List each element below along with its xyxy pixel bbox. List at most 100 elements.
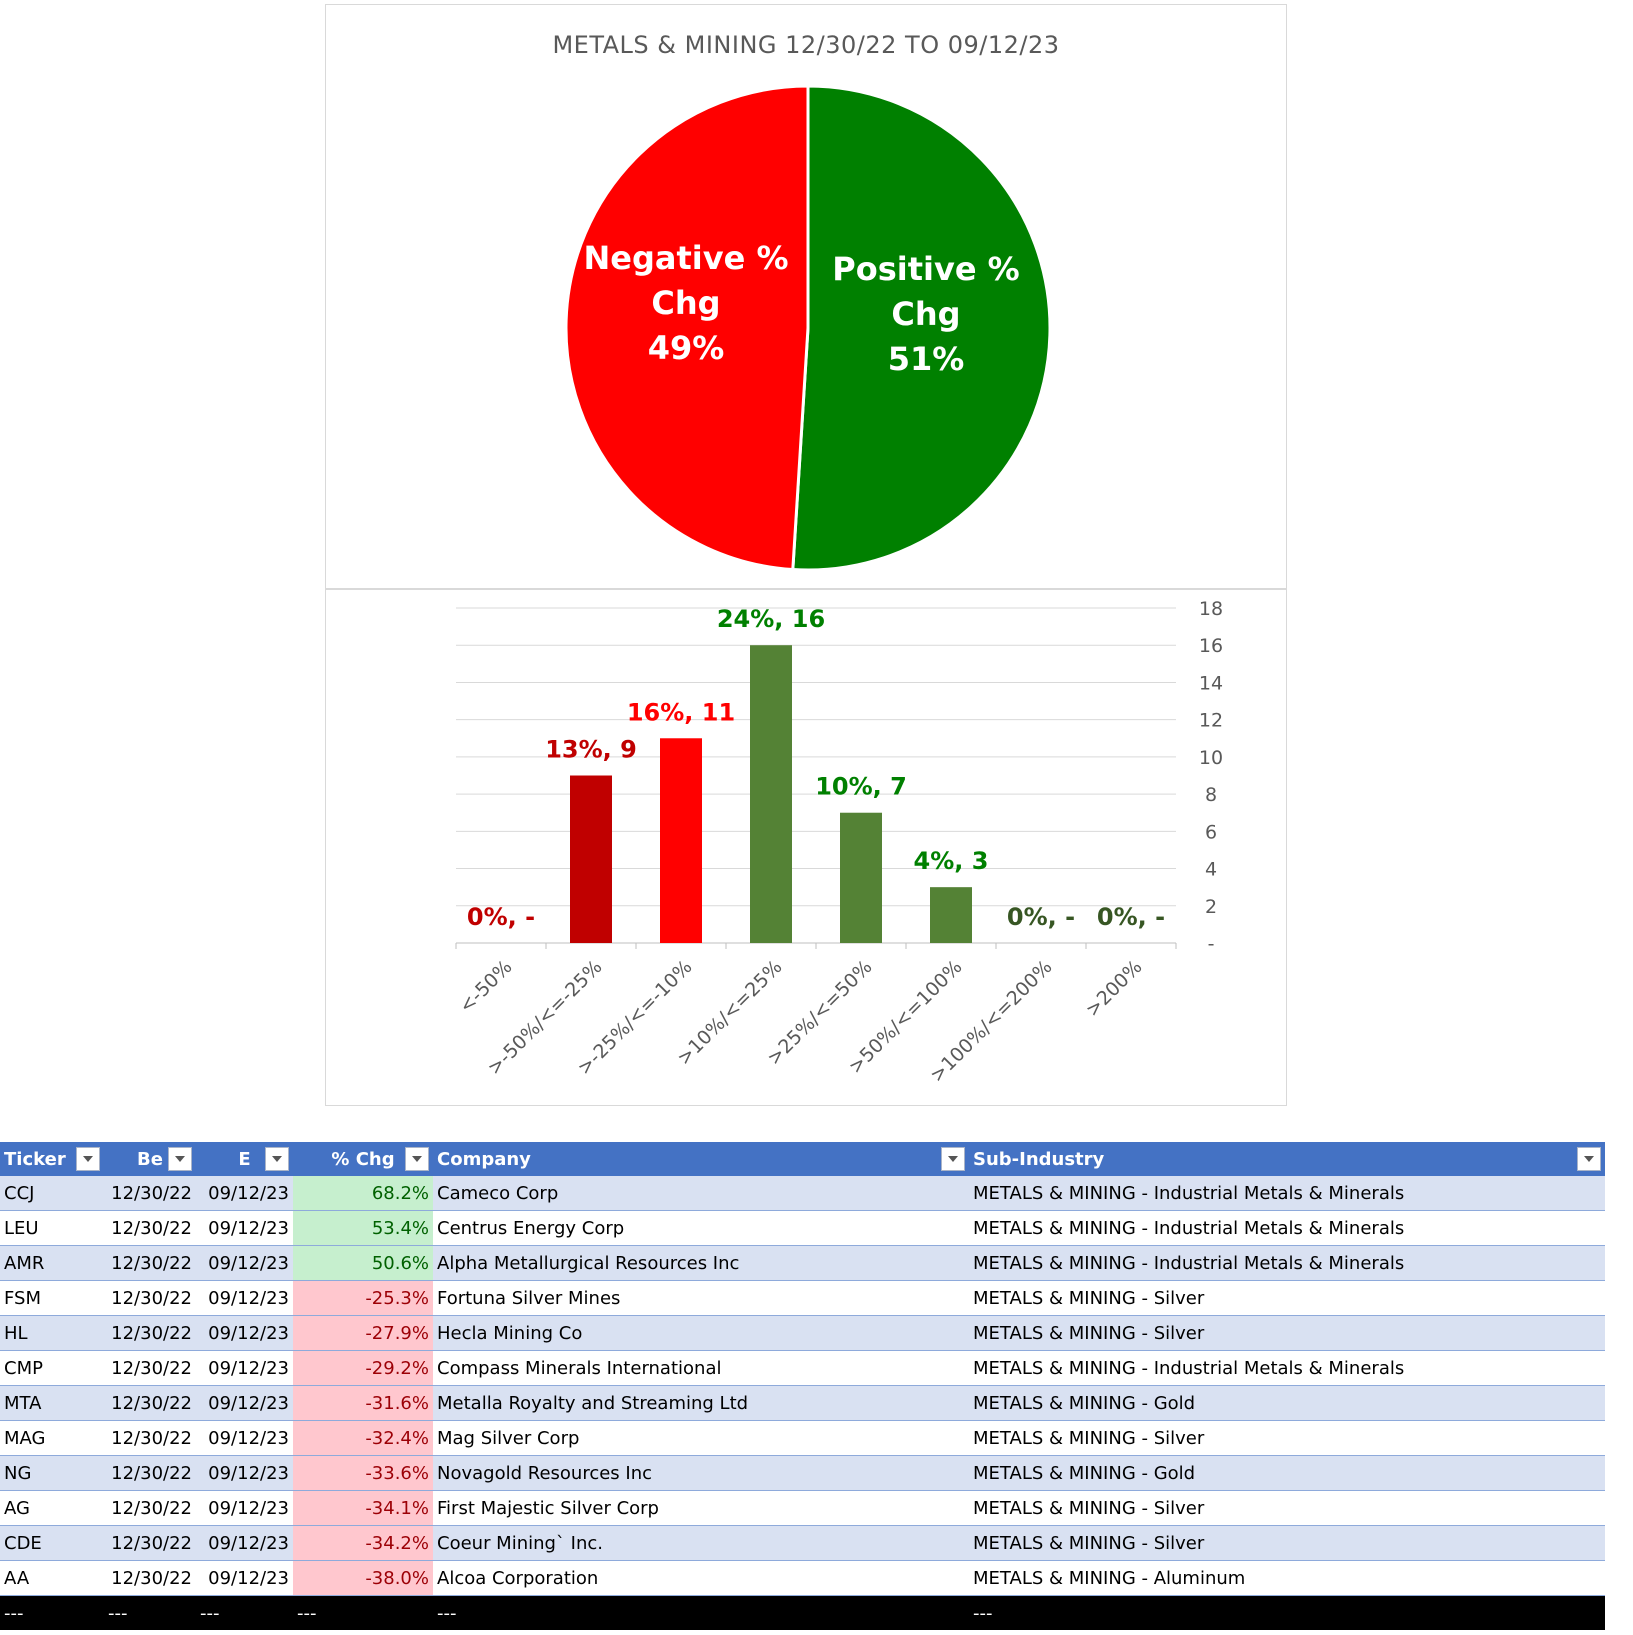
cell-pct-chg[interactable]: 68.2%	[293, 1176, 433, 1211]
table-row[interactable]: AMR 12/30/22 09/12/23 50.6% Alpha Metallurgi…	[0, 1245, 1605, 1281]
bar[interactable]	[570, 775, 612, 944]
cell-begin-date[interactable]: 12/30/22	[104, 1490, 196, 1526]
cell-begin-date[interactable]: 12/30/22	[104, 1350, 196, 1386]
cell-end-date[interactable]: 09/12/23	[196, 1315, 293, 1351]
table-row[interactable]: FSM 12/30/22 09/12/23 -25.3% Fortuna Silver …	[0, 1280, 1605, 1316]
cell-ticker[interactable]: NG	[0, 1455, 104, 1491]
cell-begin-date[interactable]: 12/30/22	[104, 1525, 196, 1561]
cell-sub-industry[interactable]: METALS & MINING - Silver	[969, 1280, 1605, 1316]
table-row[interactable]: MAG 12/30/22 09/12/23 -32.4% Mag Silver Corp…	[0, 1420, 1605, 1456]
cell-company[interactable]: Coeur Mining` Inc.	[433, 1525, 969, 1561]
pie-slice[interactable]	[791, 84, 1052, 572]
cell-sub-industry[interactable]: METALS & MINING - Silver	[969, 1490, 1605, 1526]
table-row[interactable]: HL 12/30/22 09/12/23 -27.9% Hecla Mining Co M…	[0, 1315, 1605, 1351]
total-cell[interactable]: ---	[293, 1595, 433, 1630]
cell-ticker[interactable]: CCJ	[0, 1176, 104, 1211]
cell-ticker[interactable]: AA	[0, 1560, 104, 1596]
cell-begin-date[interactable]: 12/30/22	[104, 1385, 196, 1421]
cell-company[interactable]: Alpha Metallurgical Resources Inc	[433, 1245, 969, 1281]
table-row[interactable]: CCJ 12/30/22 09/12/23 68.2% Cameco Corp METAL…	[0, 1176, 1605, 1211]
cell-pct-chg[interactable]: 53.4%	[293, 1210, 433, 1246]
cell-ticker[interactable]: CDE	[0, 1525, 104, 1561]
cell-pct-chg[interactable]: -33.6%	[293, 1455, 433, 1491]
table-row[interactable]: LEU 12/30/22 09/12/23 53.4% Centrus Energy C…	[0, 1210, 1605, 1246]
bar[interactable]	[930, 887, 972, 943]
bar[interactable]	[750, 645, 792, 943]
cell-pct-chg[interactable]: -38.0%	[293, 1560, 433, 1596]
table-row[interactable]: AG 12/30/22 09/12/23 -34.1% First Majestic S…	[0, 1490, 1605, 1526]
cell-sub-industry[interactable]: METALS & MINING - Silver	[969, 1420, 1605, 1456]
cell-ticker[interactable]: LEU	[0, 1210, 104, 1246]
cell-pct-chg[interactable]: -31.6%	[293, 1385, 433, 1421]
cell-end-date[interactable]: 09/12/23	[196, 1455, 293, 1491]
cell-sub-industry[interactable]: METALS & MINING - Industrial Metals & Mi…	[969, 1245, 1605, 1281]
cell-end-date[interactable]: 09/12/23	[196, 1385, 293, 1421]
cell-pct-chg[interactable]: -25.3%	[293, 1280, 433, 1316]
pie-chart-area[interactable]: METALS & MINING 12/30/22 TO 09/12/23 Pos…	[325, 4, 1287, 589]
total-cell[interactable]: ---	[433, 1595, 969, 1630]
header-company[interactable]: Company	[433, 1142, 969, 1176]
cell-ticker[interactable]: HL	[0, 1315, 104, 1351]
cell-company[interactable]: Novagold Resources Inc	[433, 1455, 969, 1491]
bar[interactable]	[840, 812, 882, 943]
cell-sub-industry[interactable]: METALS & MINING - Silver	[969, 1315, 1605, 1351]
filter-dropdown-icon[interactable]	[168, 1147, 192, 1171]
cell-company[interactable]: Cameco Corp	[433, 1176, 969, 1211]
filter-dropdown-icon[interactable]	[1577, 1147, 1601, 1171]
cell-end-date[interactable]: 09/12/23	[196, 1420, 293, 1456]
cell-end-date[interactable]: 09/12/23	[196, 1245, 293, 1281]
cell-end-date[interactable]: 09/12/23	[196, 1560, 293, 1596]
cell-pct-chg[interactable]: -34.2%	[293, 1525, 433, 1561]
cell-company[interactable]: Metalla Royalty and Streaming Ltd	[433, 1385, 969, 1421]
cell-sub-industry[interactable]: METALS & MINING - Aluminum	[969, 1560, 1605, 1596]
total-cell[interactable]: ---	[969, 1595, 1605, 1630]
total-cell[interactable]: ---	[196, 1595, 293, 1630]
cell-sub-industry[interactable]: METALS & MINING - Industrial Metals & Mi…	[969, 1176, 1605, 1211]
table-row[interactable]: CMP 12/30/22 09/12/23 -29.2% Compass Mineral…	[0, 1350, 1605, 1386]
cell-sub-industry[interactable]: METALS & MINING - Gold	[969, 1385, 1605, 1421]
cell-sub-industry[interactable]: METALS & MINING - Gold	[969, 1455, 1605, 1491]
filter-dropdown-icon[interactable]	[941, 1147, 965, 1171]
header-pct-chg[interactable]: % Chg	[293, 1142, 433, 1176]
cell-end-date[interactable]: 09/12/23	[196, 1350, 293, 1386]
cell-pct-chg[interactable]: -27.9%	[293, 1315, 433, 1351]
cell-sub-industry[interactable]: METALS & MINING - Silver	[969, 1525, 1605, 1561]
cell-begin-date[interactable]: 12/30/22	[104, 1560, 196, 1596]
cell-begin-date[interactable]: 12/30/22	[104, 1210, 196, 1246]
total-cell[interactable]: ---	[104, 1595, 196, 1630]
header-begin-date[interactable]: Be	[104, 1142, 196, 1176]
cell-end-date[interactable]: 09/12/23	[196, 1210, 293, 1246]
cell-begin-date[interactable]: 12/30/22	[104, 1315, 196, 1351]
cell-ticker[interactable]: CMP	[0, 1350, 104, 1386]
cell-ticker[interactable]: MAG	[0, 1420, 104, 1456]
header-ticker[interactable]: Ticker	[0, 1142, 104, 1176]
bar-chart-area[interactable]: -2 4 6 8 10 12 14 16 18 0%, - <-50% 13%, 9 >-50%/<=-…	[325, 589, 1287, 1106]
cell-end-date[interactable]: 09/12/23	[196, 1525, 293, 1561]
cell-pct-chg[interactable]: 50.6%	[293, 1245, 433, 1281]
cell-company[interactable]: First Majestic Silver Corp	[433, 1490, 969, 1526]
cell-pct-chg[interactable]: -29.2%	[293, 1350, 433, 1386]
cell-company[interactable]: Compass Minerals International	[433, 1350, 969, 1386]
cell-ticker[interactable]: AMR	[0, 1245, 104, 1281]
filter-dropdown-icon[interactable]	[76, 1147, 100, 1171]
header-sub-industry[interactable]: Sub-Industry	[969, 1142, 1605, 1176]
cell-sub-industry[interactable]: METALS & MINING - Industrial Metals & Mi…	[969, 1210, 1605, 1246]
cell-company[interactable]: Centrus Energy Corp	[433, 1210, 969, 1246]
header-end-date[interactable]: E	[196, 1142, 293, 1176]
bar[interactable]	[660, 738, 702, 943]
pie-slice[interactable]	[564, 84, 810, 572]
table-row[interactable]: AA 12/30/22 09/12/23 -38.0% Alcoa Corporatio…	[0, 1560, 1605, 1596]
filter-dropdown-icon[interactable]	[265, 1147, 289, 1171]
table-row[interactable]: NG 12/30/22 09/12/23 -33.6% Novagold Resourc…	[0, 1455, 1605, 1491]
total-cell[interactable]: ---	[0, 1595, 104, 1630]
cell-begin-date[interactable]: 12/30/22	[104, 1176, 196, 1211]
cell-ticker[interactable]: FSM	[0, 1280, 104, 1316]
cell-sub-industry[interactable]: METALS & MINING - Industrial Metals & Mi…	[969, 1350, 1605, 1386]
table-row[interactable]: MTA 12/30/22 09/12/23 -31.6% Metalla Royalty…	[0, 1385, 1605, 1421]
filter-dropdown-icon[interactable]	[405, 1147, 429, 1171]
cell-ticker[interactable]: AG	[0, 1490, 104, 1526]
table-total-row[interactable]: --- --- --- --- --- ---	[0, 1595, 1605, 1630]
cell-begin-date[interactable]: 12/30/22	[104, 1455, 196, 1491]
cell-company[interactable]: Hecla Mining Co	[433, 1315, 969, 1351]
cell-pct-chg[interactable]: -34.1%	[293, 1490, 433, 1526]
